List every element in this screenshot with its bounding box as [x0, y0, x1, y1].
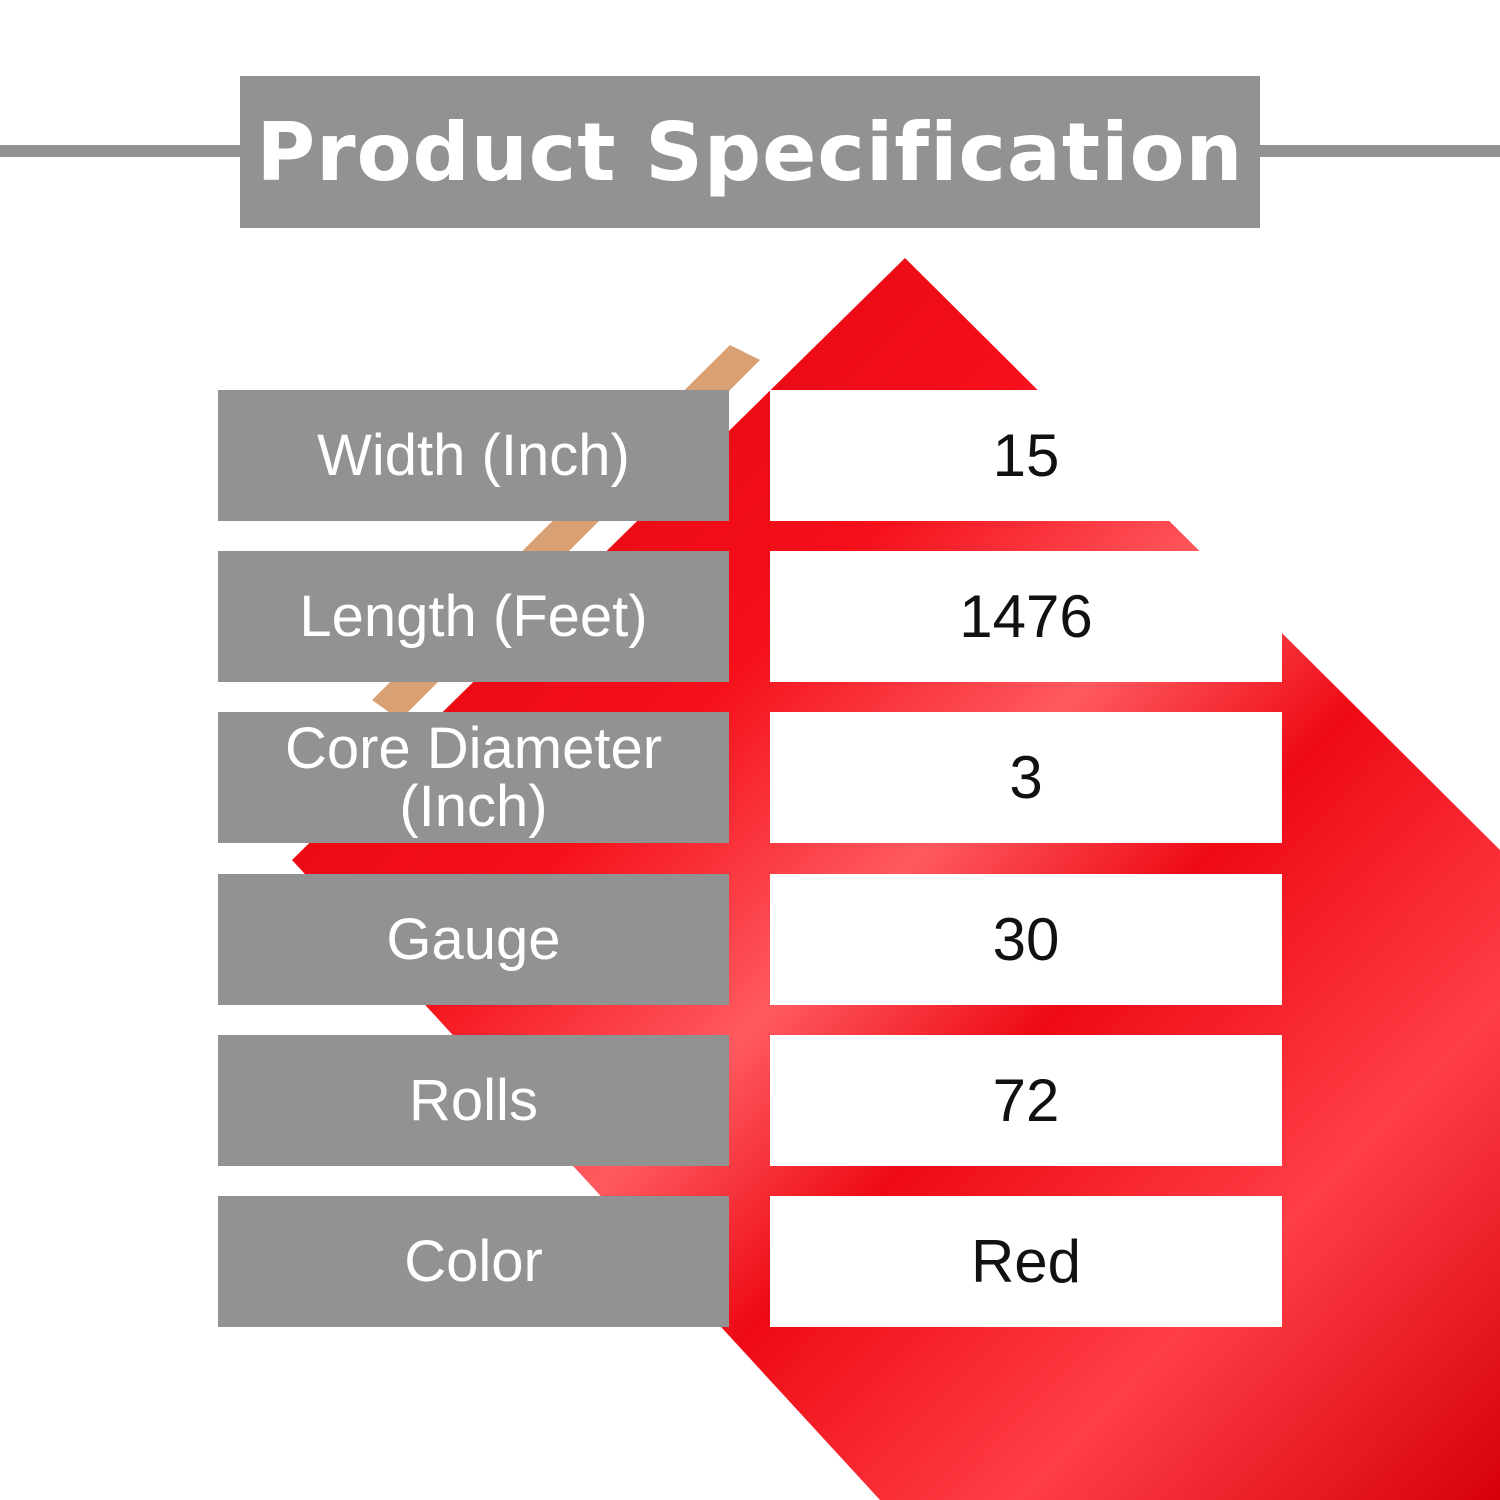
spec-row-width: Width (Inch) 15 [218, 390, 1282, 521]
spec-row-color: Color Red [218, 1196, 1282, 1327]
spec-value: 3 [770, 712, 1282, 843]
spec-value: 15 [770, 390, 1282, 521]
spec-label: Rolls [218, 1035, 729, 1166]
page-title: Product Specification [256, 105, 1244, 199]
spec-label: Core Diameter (Inch) [218, 712, 729, 843]
divider-right [1260, 145, 1500, 157]
spec-label: Color [218, 1196, 729, 1327]
spec-label: Width (Inch) [218, 390, 729, 521]
divider-left [0, 145, 240, 157]
spec-value: 1476 [770, 551, 1282, 682]
spec-label: Length (Feet) [218, 551, 729, 682]
title-banner: Product Specification [240, 76, 1260, 228]
spec-row-length: Length (Feet) 1476 [218, 551, 1282, 682]
spec-row-gauge: Gauge 30 [218, 874, 1282, 1005]
spec-value: 30 [770, 874, 1282, 1005]
spec-value: 72 [770, 1035, 1282, 1166]
spec-row-core-diameter: Core Diameter (Inch) 3 [218, 712, 1282, 843]
spec-label: Gauge [218, 874, 729, 1005]
spec-row-rolls: Rolls 72 [218, 1035, 1282, 1166]
spec-value: Red [770, 1196, 1282, 1327]
